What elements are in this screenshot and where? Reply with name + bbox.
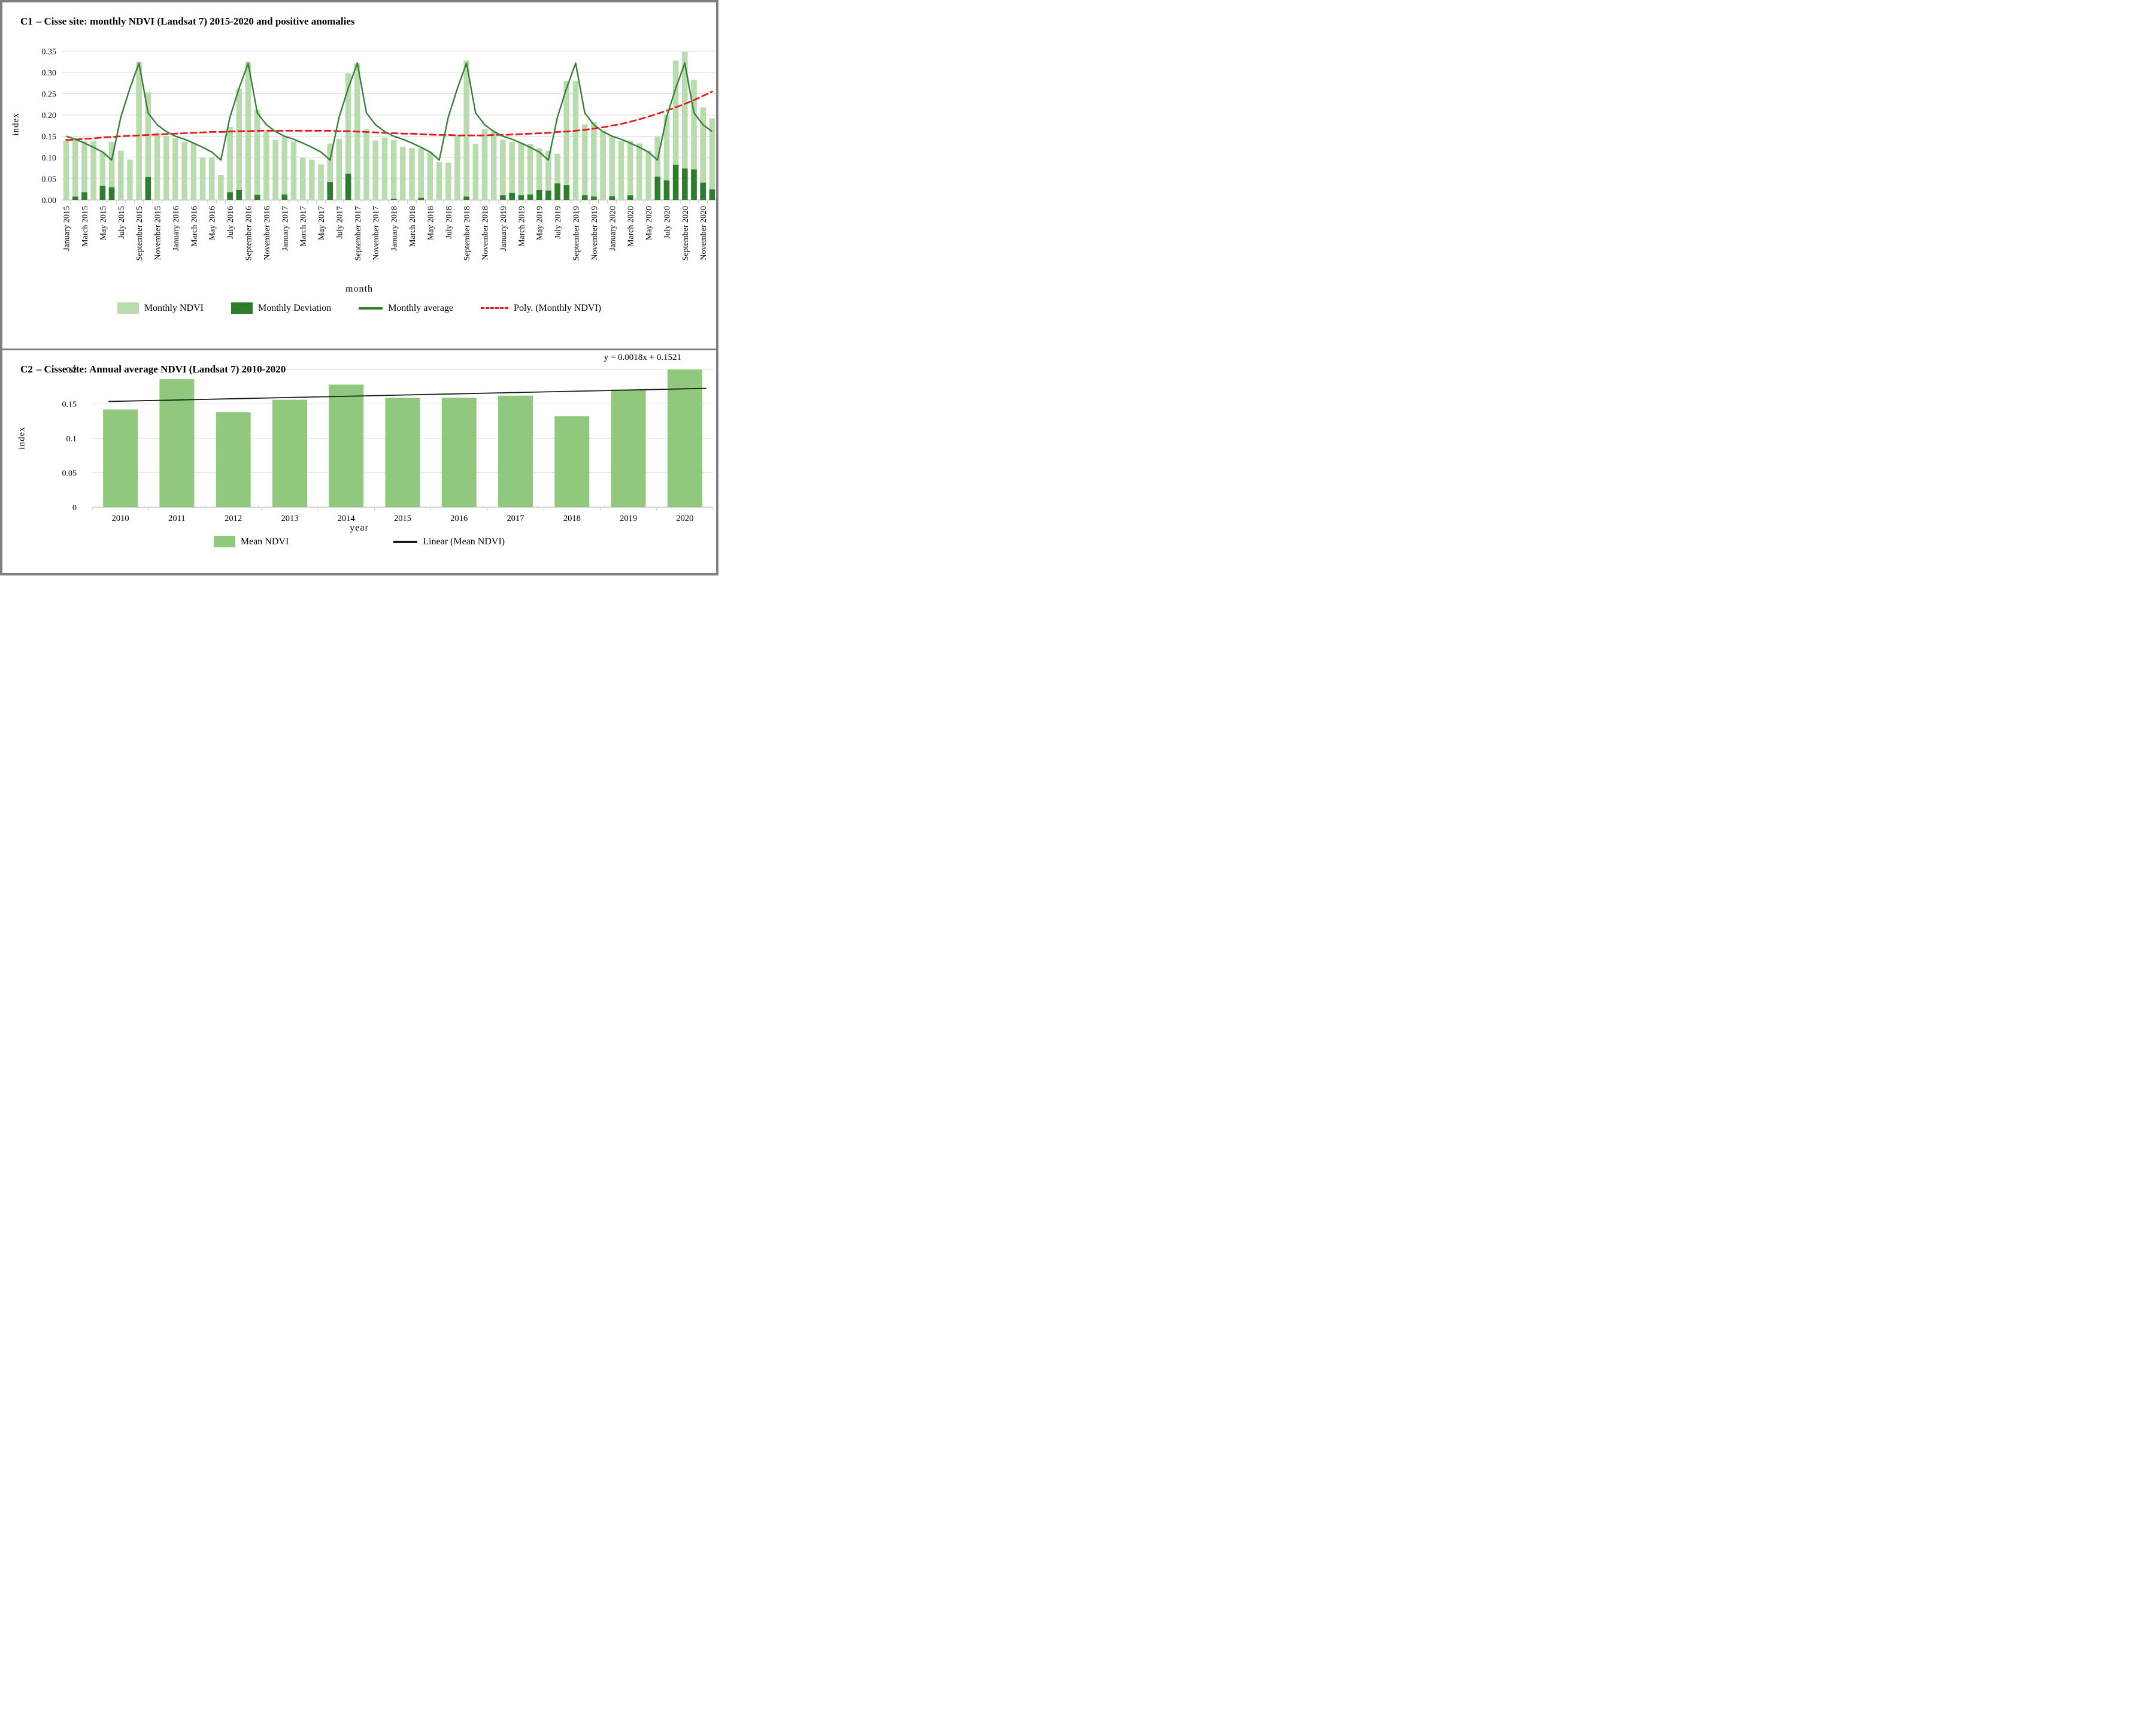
svg-text:2010: 2010 bbox=[112, 514, 129, 523]
svg-text:May 2017: May 2017 bbox=[317, 206, 326, 240]
svg-text:March 2017: March 2017 bbox=[299, 206, 308, 247]
svg-text:2013: 2013 bbox=[281, 514, 298, 523]
legend-label-monthly-average: Monthly average bbox=[388, 302, 454, 313]
mean-ndvi-swatch-icon bbox=[213, 536, 235, 547]
c1-legend: Monthly NDVI Monthly Deviation Monthly a… bbox=[2, 302, 716, 314]
legend-item-linear-trend: Linear (Mean NDVI) bbox=[393, 537, 505, 547]
panel-c1: C1– Cisse site: monthly NDVI (Landsat 7)… bbox=[2, 2, 716, 349]
svg-text:November 2016: November 2016 bbox=[263, 206, 272, 260]
svg-text:January 2015: January 2015 bbox=[63, 206, 72, 251]
c2-annual-ndvi-chart: 0.2 0.15 0.1 0.05 0 2010 2011 2012 2013 2014 2015 2… bbox=[62, 366, 714, 523]
trendline-equation: y = 0.0018x + 0.1521 bbox=[604, 353, 681, 362]
svg-text:September 2020: September 2020 bbox=[681, 206, 690, 260]
c2-x-axis-label: year bbox=[350, 523, 369, 533]
svg-text:May 2016: May 2016 bbox=[208, 206, 217, 240]
figure-frame: C1– Cisse site: monthly NDVI (Landsat 7)… bbox=[0, 0, 718, 575]
c1-monthly-ndvi-chart: 0.35 0.30 0.25 0.20 0.15 0.10 0.05 0.00 January … bbox=[42, 47, 716, 260]
svg-text:0.05: 0.05 bbox=[42, 175, 57, 184]
legend-item-monthly-deviation: Monthly Deviation bbox=[231, 302, 331, 314]
svg-text:July 2016: July 2016 bbox=[226, 206, 235, 239]
svg-text:November 2020: November 2020 bbox=[699, 206, 708, 260]
legend-item-monthly-average: Monthly average bbox=[359, 303, 453, 314]
svg-text:May 2019: May 2019 bbox=[536, 206, 545, 240]
panel-c2: C2– Cisse site: Annual average NDVI (Lan… bbox=[2, 349, 716, 573]
svg-text:2018: 2018 bbox=[563, 514, 581, 523]
svg-text:September 2017: September 2017 bbox=[354, 206, 363, 260]
svg-text:0.10: 0.10 bbox=[42, 154, 57, 163]
svg-text:2015: 2015 bbox=[394, 514, 411, 523]
svg-text:November 2017: November 2017 bbox=[372, 206, 381, 260]
poly-trendline-icon bbox=[481, 307, 509, 309]
svg-text:0.05: 0.05 bbox=[62, 469, 77, 478]
svg-text:2011: 2011 bbox=[168, 514, 185, 523]
svg-text:March 2018: March 2018 bbox=[408, 206, 417, 247]
svg-text:January 2016: January 2016 bbox=[172, 206, 181, 251]
legend-label-poly-trend: Poly. (Monthly NDVI) bbox=[514, 302, 602, 313]
svg-text:November 2015: November 2015 bbox=[154, 206, 163, 260]
legend-item-poly-trend: Poly. (Monthly NDVI) bbox=[481, 303, 601, 314]
svg-text:0.20: 0.20 bbox=[42, 111, 57, 120]
c2-legend: Mean NDVI Linear (Mean NDVI) bbox=[2, 536, 716, 547]
legend-label-monthly-deviation: Monthly Deviation bbox=[257, 302, 332, 313]
svg-text:January 2020: January 2020 bbox=[608, 206, 617, 251]
svg-text:July 2017: July 2017 bbox=[335, 206, 344, 239]
svg-text:0.00: 0.00 bbox=[42, 196, 57, 205]
svg-text:May 2015: May 2015 bbox=[99, 206, 108, 240]
svg-text:March 2019: March 2019 bbox=[517, 206, 526, 247]
svg-text:0: 0 bbox=[72, 504, 77, 513]
svg-text:2019: 2019 bbox=[620, 514, 637, 523]
svg-text:0.15: 0.15 bbox=[42, 132, 57, 141]
svg-text:2020: 2020 bbox=[676, 514, 693, 523]
linear-trendline-icon bbox=[393, 540, 418, 543]
svg-text:September 2019: September 2019 bbox=[572, 206, 581, 260]
svg-text:2017: 2017 bbox=[507, 514, 524, 523]
legend-item-mean-ndvi: Mean NDVI bbox=[213, 536, 289, 547]
svg-text:July 2018: July 2018 bbox=[445, 206, 454, 239]
svg-text:July 2020: July 2020 bbox=[663, 206, 672, 239]
svg-text:January 2019: January 2019 bbox=[499, 206, 508, 251]
svg-text:January 2017: January 2017 bbox=[281, 206, 290, 251]
svg-text:2012: 2012 bbox=[225, 514, 242, 523]
c1-title-prefix: C1 bbox=[20, 16, 33, 28]
c1-title-text: – Cisse site: monthly NDVI (Landsat 7) 2… bbox=[36, 16, 355, 28]
svg-text:0.15: 0.15 bbox=[62, 401, 77, 410]
svg-text:0.30: 0.30 bbox=[42, 69, 57, 78]
svg-text:May 2018: May 2018 bbox=[426, 206, 435, 240]
svg-text:2014: 2014 bbox=[338, 514, 356, 523]
legend-label-mean-ndvi: Mean NDVI bbox=[240, 536, 289, 547]
c2-title-text: – Cisse site: Annual average NDVI (Lands… bbox=[36, 363, 286, 375]
svg-text:September 2016: September 2016 bbox=[244, 206, 253, 260]
c1-x-axis-label: month bbox=[345, 284, 373, 294]
svg-text:March 2015: March 2015 bbox=[81, 206, 90, 247]
svg-text:July 2019: July 2019 bbox=[554, 206, 563, 239]
svg-text:0.1: 0.1 bbox=[66, 435, 77, 444]
monthly-ndvi-swatch-icon bbox=[117, 302, 139, 314]
svg-text:March 2016: March 2016 bbox=[190, 206, 199, 247]
c2-title-prefix: C2 bbox=[20, 363, 33, 375]
monthly-deviation-swatch-icon bbox=[231, 302, 253, 314]
svg-text:0.35: 0.35 bbox=[42, 47, 57, 56]
svg-text:September 2015: September 2015 bbox=[135, 206, 144, 260]
legend-label-linear-trend: Linear (Mean NDVI) bbox=[423, 536, 505, 547]
c2-title: C2– Cisse site: Annual average NDVI (Lan… bbox=[20, 363, 286, 375]
legend-item-monthly-ndvi: Monthly NDVI bbox=[117, 302, 204, 314]
svg-text:2016: 2016 bbox=[450, 514, 468, 523]
svg-text:November 2018: November 2018 bbox=[481, 206, 490, 260]
svg-text:January 2018: January 2018 bbox=[390, 206, 399, 251]
svg-text:November 2019: November 2019 bbox=[590, 206, 599, 260]
svg-text:July 2015: July 2015 bbox=[117, 206, 126, 239]
svg-text:0.2: 0.2 bbox=[66, 366, 77, 375]
svg-text:0.25: 0.25 bbox=[42, 90, 57, 99]
svg-text:September 2018: September 2018 bbox=[463, 206, 472, 260]
legend-label-monthly-ndvi: Monthly NDVI bbox=[144, 302, 204, 313]
c1-title: C1– Cisse site: monthly NDVI (Landsat 7)… bbox=[20, 16, 355, 28]
svg-text:May 2020: May 2020 bbox=[645, 206, 654, 240]
monthly-average-line-icon bbox=[359, 307, 383, 310]
svg-text:March 2020: March 2020 bbox=[627, 206, 636, 247]
